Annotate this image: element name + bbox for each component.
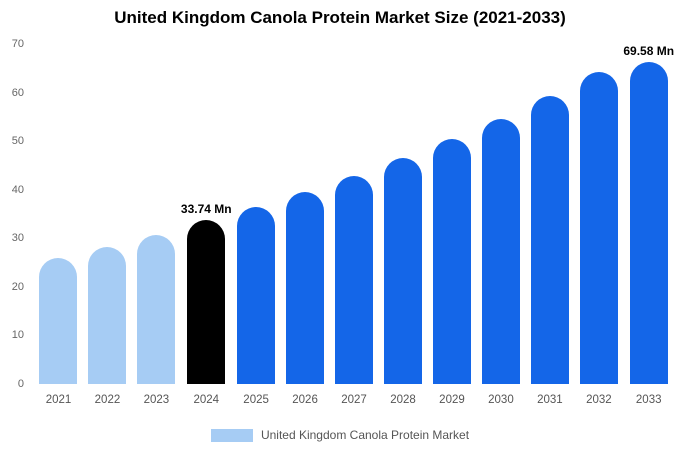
x-axis-label-2026: 2026: [292, 394, 318, 406]
x-axis-label-2033: 2033: [635, 394, 662, 406]
bar-column-2024: 33.74 Mn 2024: [180, 44, 232, 406]
y-tick-label: 20: [11, 280, 24, 293]
x-axis-label-2023: 2023: [143, 394, 170, 406]
bar-column-2028: 2028: [379, 44, 428, 406]
y-tick-label: 0: [17, 378, 24, 390]
chart-title: United Kingdom Canola Protein Market Siz…: [114, 8, 566, 27]
bars-row: 2021 2022 2023 33.74 Mn 2024 2025 2026 2027 2028…: [34, 44, 675, 406]
legend-label: United Kingdom Canola Protein Market: [260, 428, 470, 442]
x-axis-label-2027: 2027: [341, 394, 367, 406]
bar-annotation-2033: 69.58 Mn: [623, 44, 675, 58]
x-axis-label-2031: 2031: [537, 394, 563, 406]
x-axis-label-2024: 2024: [193, 394, 220, 406]
x-axis-label-2030: 2030: [488, 394, 514, 406]
bar-column-2025: 2025: [232, 44, 281, 406]
bar-column-2023: 2023: [132, 44, 181, 406]
x-axis-label-2025: 2025: [243, 394, 269, 406]
bar-column-2033: 69.58 Mn 2033: [623, 44, 675, 406]
x-axis-label-2029: 2029: [439, 394, 465, 406]
y-axis: 0 10 20 30 40 50 60 70: [2, 38, 28, 390]
bar-2033[interactable]: [629, 62, 668, 384]
bar-2026[interactable]: [286, 191, 325, 384]
bar-column-2031: 2031: [525, 44, 574, 406]
legend[interactable]: United Kingdom Canola Protein Market: [0, 428, 680, 442]
x-axis-label-2032: 2032: [586, 394, 612, 406]
bar-2032[interactable]: [579, 72, 618, 384]
bar-column-2021: 2021: [34, 44, 83, 406]
bar-column-2029: 2029: [427, 44, 476, 406]
bar-2025[interactable]: [237, 206, 276, 384]
bar-2029[interactable]: [432, 139, 471, 384]
plot-area: 2021 2022 2023 33.74 Mn 2024 2025 2026 2027 2028…: [34, 44, 675, 406]
bar-2028[interactable]: [384, 158, 422, 384]
x-axis-label-2021: 2021: [45, 394, 72, 406]
y-tick-label: 50: [11, 135, 24, 148]
bar-column-2026: 2026: [281, 44, 330, 406]
legend-swatch-icon: [210, 428, 253, 442]
x-axis-label-2028: 2028: [390, 394, 416, 406]
bar-column-2027: 2027: [330, 44, 379, 406]
bar-column-2032: 2032: [574, 44, 623, 406]
y-tick-label: 40: [11, 183, 24, 196]
bar-2031[interactable]: [530, 96, 569, 384]
y-tick-label: 70: [11, 38, 24, 50]
bar-2023[interactable]: [137, 235, 176, 384]
y-tick-label: 30: [11, 232, 24, 245]
bar-2024[interactable]: [187, 220, 226, 384]
bar-2022[interactable]: [88, 247, 127, 384]
bar-2021[interactable]: [39, 257, 78, 384]
bar-annotation-2024: 33.74 Mn: [180, 202, 232, 217]
bar-column-2030: 2030: [476, 44, 525, 406]
y-tick-label: 60: [11, 86, 24, 99]
y-tick-label: 10: [11, 329, 24, 342]
bar-column-2022: 2022: [83, 44, 132, 406]
bar-2030[interactable]: [481, 118, 520, 384]
x-axis-label-2022: 2022: [94, 394, 121, 406]
bar-2027[interactable]: [335, 175, 374, 384]
